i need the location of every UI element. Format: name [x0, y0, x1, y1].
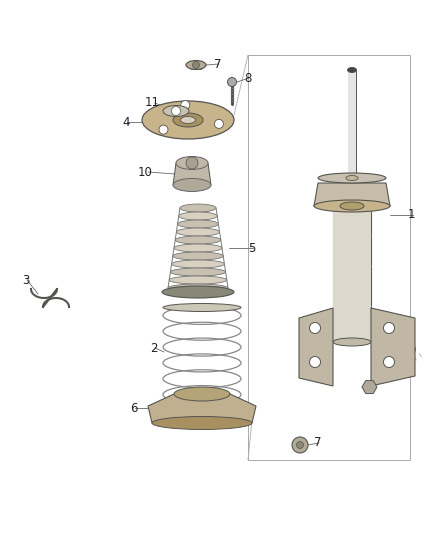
Polygon shape — [173, 163, 211, 185]
FancyBboxPatch shape — [348, 70, 356, 178]
Ellipse shape — [142, 101, 234, 139]
Circle shape — [192, 61, 199, 69]
Ellipse shape — [173, 179, 211, 191]
Ellipse shape — [333, 338, 371, 346]
Polygon shape — [314, 183, 390, 206]
Text: 4: 4 — [122, 116, 130, 128]
Circle shape — [297, 441, 304, 448]
Text: 1: 1 — [408, 208, 416, 222]
Text: 6: 6 — [130, 401, 138, 415]
Circle shape — [159, 125, 168, 134]
Circle shape — [215, 119, 223, 128]
Ellipse shape — [162, 286, 234, 298]
Ellipse shape — [186, 61, 206, 69]
Circle shape — [181, 101, 190, 110]
Ellipse shape — [314, 200, 390, 212]
Ellipse shape — [177, 220, 219, 228]
Text: 9: 9 — [408, 343, 416, 357]
Ellipse shape — [163, 106, 189, 117]
Text: 10: 10 — [138, 166, 153, 179]
Ellipse shape — [346, 175, 358, 181]
Text: 5: 5 — [248, 241, 255, 254]
Circle shape — [384, 357, 395, 367]
Text: 8: 8 — [244, 71, 251, 85]
Ellipse shape — [163, 303, 241, 311]
Ellipse shape — [180, 204, 216, 212]
Text: 2: 2 — [150, 342, 158, 354]
Ellipse shape — [179, 212, 217, 220]
Text: 7: 7 — [314, 437, 321, 449]
Polygon shape — [299, 308, 333, 386]
Bar — [248, 55, 410, 460]
Ellipse shape — [340, 202, 364, 210]
Circle shape — [186, 157, 198, 169]
Circle shape — [292, 437, 308, 453]
Ellipse shape — [173, 252, 223, 260]
Circle shape — [310, 322, 321, 334]
Ellipse shape — [172, 260, 224, 268]
Circle shape — [384, 322, 395, 334]
Ellipse shape — [174, 244, 222, 252]
Circle shape — [227, 77, 237, 86]
Ellipse shape — [169, 276, 227, 284]
Ellipse shape — [152, 416, 252, 430]
Ellipse shape — [174, 387, 230, 401]
Ellipse shape — [170, 268, 226, 276]
Ellipse shape — [163, 399, 241, 407]
Ellipse shape — [318, 173, 386, 183]
FancyBboxPatch shape — [333, 211, 371, 342]
Circle shape — [172, 107, 180, 116]
Ellipse shape — [180, 117, 195, 124]
Circle shape — [310, 357, 321, 367]
Polygon shape — [371, 308, 415, 386]
Ellipse shape — [175, 236, 221, 244]
Ellipse shape — [176, 157, 208, 169]
Ellipse shape — [168, 284, 228, 292]
Ellipse shape — [173, 113, 203, 127]
Text: 7: 7 — [214, 58, 222, 70]
Text: 3: 3 — [22, 273, 29, 287]
Text: 11: 11 — [145, 96, 160, 109]
Ellipse shape — [347, 68, 357, 72]
Ellipse shape — [177, 228, 219, 236]
Polygon shape — [148, 394, 256, 423]
